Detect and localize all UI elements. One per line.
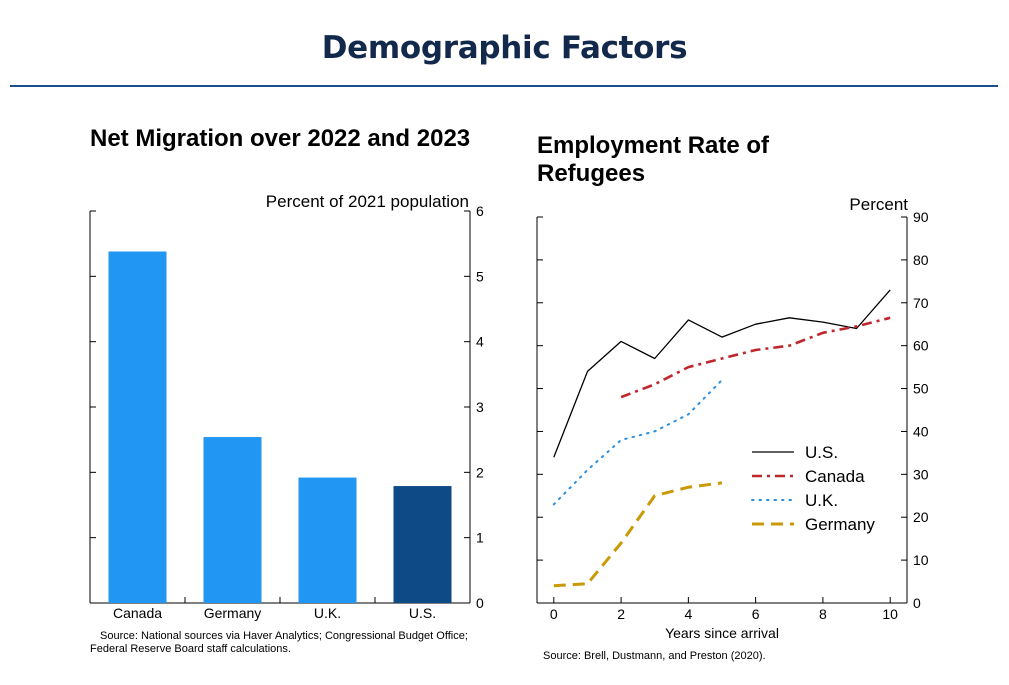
x-tick-label: 2 (617, 606, 625, 622)
y-tick-label: 2 (476, 464, 484, 480)
x-tick-label: 10 (882, 606, 898, 622)
net-migration-source-note: Source: National sources via Haver Analy… (90, 630, 468, 655)
bar-germany (203, 437, 262, 603)
y-tick-label: 80 (913, 252, 929, 268)
employment-rate-chart-title: Employment Rate of Refugees (537, 132, 770, 187)
x-tick-label: U.S. (409, 605, 436, 621)
series-line-uk (552, 379, 723, 506)
bar-canada (108, 251, 167, 604)
net-migration-bar-chart: 0 1 2 3 4 5 6 Percent of 2021 population Canada G… (89, 192, 484, 621)
bar-uk (298, 477, 357, 603)
series-line-germany (553, 481, 723, 588)
y-tick-label: 10 (913, 552, 929, 568)
y-tick-label: 90 (913, 209, 929, 225)
x-tick-label: Canada (113, 605, 162, 621)
title-divider (10, 85, 998, 87)
y-axis-label: Percent of 2021 population (266, 192, 469, 211)
y-tick-label: 50 (913, 381, 929, 397)
y-tick-label: 30 (913, 466, 929, 482)
y-tick-label: 20 (913, 509, 929, 525)
net-migration-plot-area: 0 1 2 3 4 5 6 Percent of 2021 population Canada G… (89, 192, 484, 621)
legend-label-us: U.S. (805, 443, 838, 462)
series-line-canada (620, 316, 891, 399)
employment-rate-source-note: Source: Brell, Dustmann, and Preston (20… (543, 650, 766, 662)
x-tick-label: 6 (752, 606, 760, 622)
bar-us (393, 486, 452, 603)
y-axis-label: Percent (849, 195, 908, 214)
x-tick-label: 8 (819, 606, 827, 622)
x-axis-label: Years since arrival (665, 625, 779, 641)
y-tick-label: 5 (476, 268, 484, 284)
y-tick-label: 0 (913, 595, 921, 611)
y-tick-label: 4 (476, 334, 484, 350)
employment-rate-line-chart: 0 10 20 30 40 50 60 70 80 90 0 2 4 6 8 10 Percent Years s… (536, 195, 929, 641)
y-tick-label: 0 (476, 595, 484, 611)
legend-label-uk: U.K. (805, 491, 838, 510)
slide-title: Demographic Factors (321, 30, 688, 66)
y-tick-label: 1 (476, 530, 484, 546)
y-tick-label: 40 (913, 423, 929, 439)
x-tick-label: 4 (684, 606, 692, 622)
legend-label-germany: Germany (805, 515, 875, 534)
x-tick-label: U.K. (314, 605, 341, 621)
x-tick-label: 0 (550, 606, 558, 622)
employment-plot-area: 0 10 20 30 40 50 60 70 80 90 0 2 4 6 8 10 Percent Years s… (536, 195, 929, 641)
legend-label-canada: Canada (805, 467, 865, 486)
y-tick-label: 60 (913, 338, 929, 354)
net-migration-chart-title: Net Migration over 2022 and 2023 (90, 125, 471, 152)
series-line-us (553, 289, 891, 458)
y-tick-label: 3 (476, 399, 484, 415)
x-tick-label: Germany (204, 605, 262, 621)
y-tick-label: 6 (476, 203, 484, 219)
y-tick-label: 70 (913, 295, 929, 311)
